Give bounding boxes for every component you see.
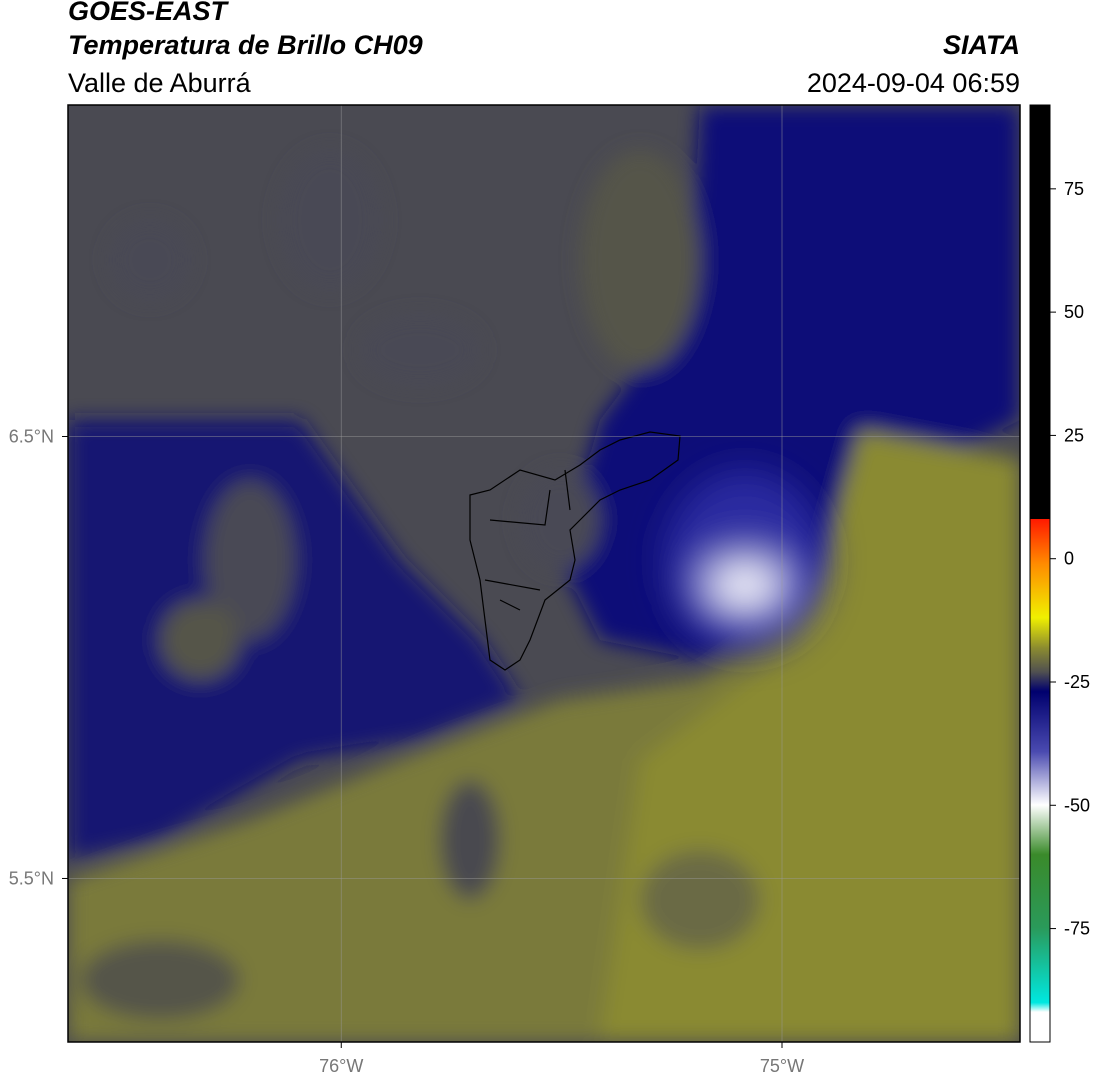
colorbar-tick-label: 75 <box>1064 179 1084 199</box>
region: Valle de Aburrá <box>68 68 252 98</box>
grid <box>68 105 1020 1042</box>
colorbar-tick-label: 0 <box>1064 549 1074 569</box>
colorbar-tick-label: 25 <box>1064 425 1084 445</box>
satellite-image <box>68 105 1020 1042</box>
x-tick-label: 76°W <box>319 1056 363 1076</box>
y-tick-label: 6.5°N <box>9 426 54 446</box>
y-tick-label: 5.5°N <box>9 868 54 888</box>
datetime: 2024-09-04 06:59 <box>807 68 1020 98</box>
colorbar-tick-label: 50 <box>1064 302 1084 322</box>
source: SIATA <box>943 30 1020 60</box>
map-frame <box>67 104 1021 1043</box>
x-tick-label: 75°W <box>760 1056 804 1076</box>
title: GOES-EAST <box>68 0 230 26</box>
colorbar-tick-label: -50 <box>1064 795 1090 815</box>
subtitle: Temperatura de Brillo CH09 <box>68 30 423 60</box>
colorbar-tick-label: -75 <box>1064 919 1090 939</box>
colorbar-tick-label: -25 <box>1064 672 1090 692</box>
colorbar <box>1029 104 1051 1043</box>
